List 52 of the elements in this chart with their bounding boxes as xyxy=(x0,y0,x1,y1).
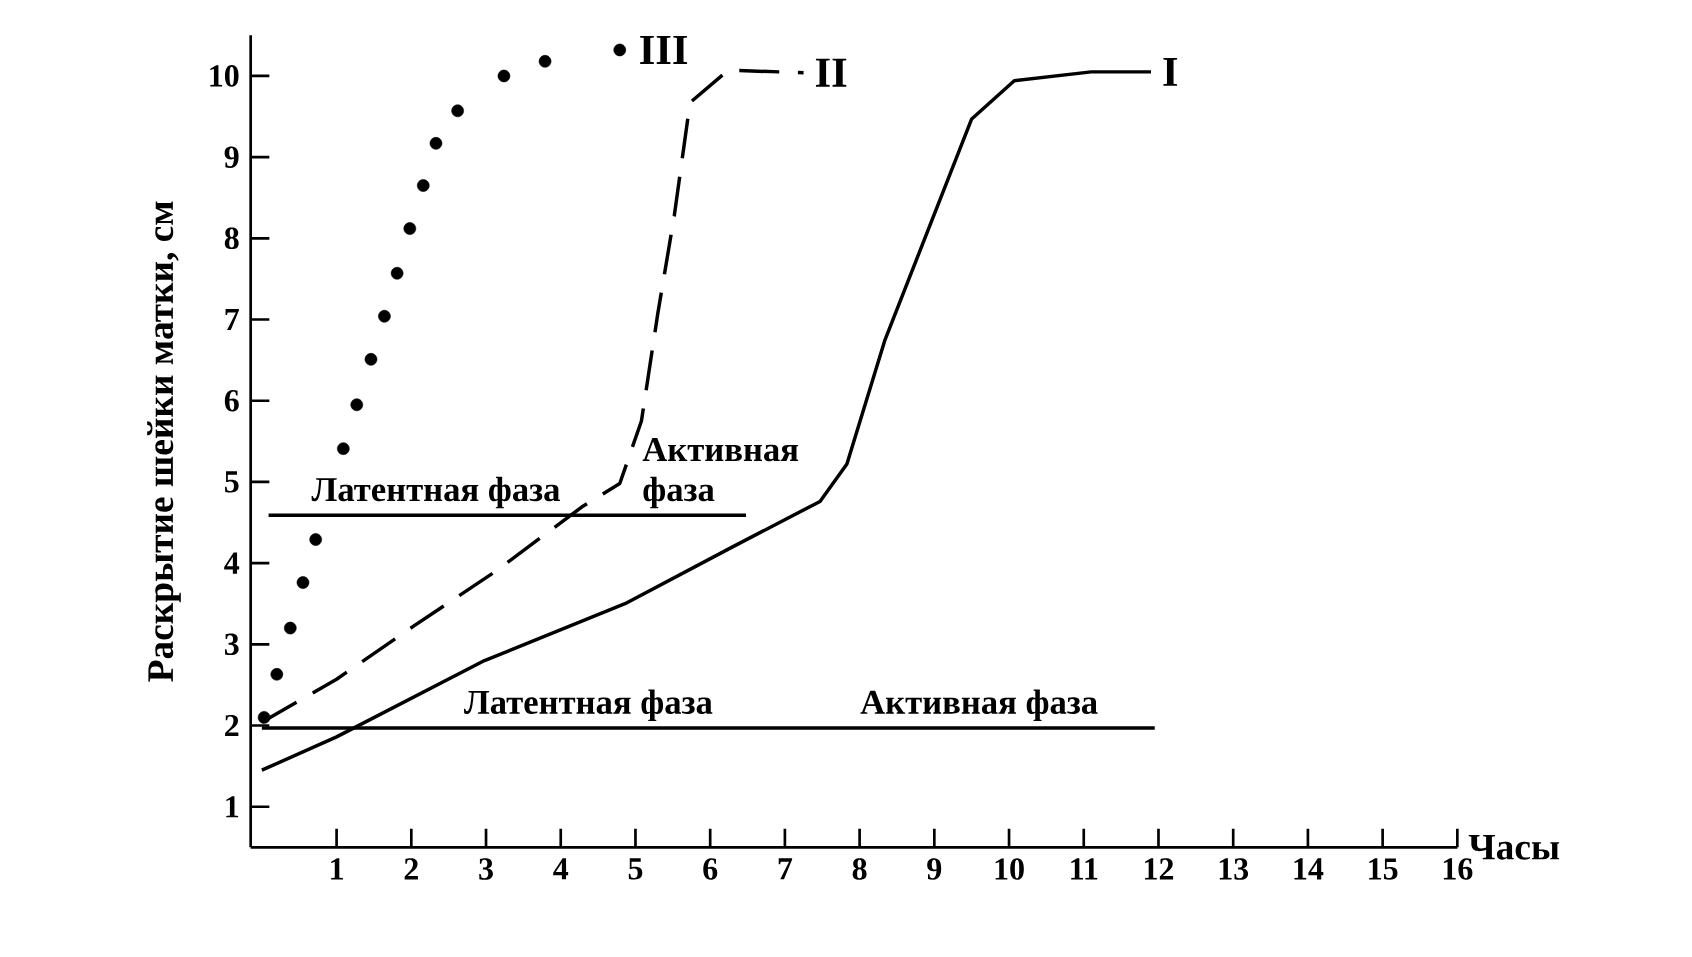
point xyxy=(284,621,297,635)
x-tick-label: 6 xyxy=(703,858,718,880)
x-tick-label: 10 xyxy=(995,858,1024,880)
y-tick-label: 8 xyxy=(224,227,239,249)
x-tick-label: 5 xyxy=(628,858,643,880)
series-label: III xyxy=(640,35,688,64)
x-tick-label: 8 xyxy=(852,858,867,880)
y-tick-label: 1 xyxy=(226,796,239,818)
x-tick-label: 3 xyxy=(479,858,493,880)
x-tick-label: 7 xyxy=(778,858,793,880)
point xyxy=(613,43,627,57)
point xyxy=(296,576,310,589)
point xyxy=(378,309,391,323)
x-tick-label: 16 xyxy=(1443,858,1473,880)
x-tick-label: 15 xyxy=(1369,858,1398,880)
x-tick-label: 11 xyxy=(1071,858,1098,880)
point xyxy=(403,222,417,235)
x-axis-title: Часы xyxy=(1468,834,1560,860)
annotation: Латентная фаза xyxy=(463,689,713,721)
y-tick-label: 6 xyxy=(224,389,239,412)
y-tick-label: 3 xyxy=(224,633,239,655)
series-label: II xyxy=(815,58,847,87)
point xyxy=(350,398,364,411)
x-tick-label: 9 xyxy=(927,858,942,880)
point xyxy=(417,179,430,192)
y-tick-label: 2 xyxy=(225,714,239,736)
annotation: Латентная фаза xyxy=(311,476,560,509)
x-tick-label: 14 xyxy=(1294,858,1324,880)
point xyxy=(309,533,322,546)
y-tick-label: 4 xyxy=(224,552,240,574)
y-tick-label: 10 xyxy=(210,64,239,87)
point xyxy=(538,54,552,68)
point xyxy=(390,266,404,280)
x-tick-label: 4 xyxy=(553,858,569,880)
y-tick-label: 5 xyxy=(225,471,239,493)
annotation: Активная фаза xyxy=(860,689,1098,721)
point xyxy=(497,69,511,83)
point xyxy=(270,667,284,681)
x-tick-label: 13 xyxy=(1219,858,1249,880)
point xyxy=(337,442,350,455)
point xyxy=(257,710,271,724)
point xyxy=(451,104,464,117)
series-label: I xyxy=(1163,57,1178,86)
y-tick-label: 7 xyxy=(225,308,239,330)
x-tick-label: 2 xyxy=(404,858,418,880)
point xyxy=(364,352,378,366)
annotation: Активная фаза xyxy=(642,437,799,509)
x-tick-label: 12 xyxy=(1145,858,1174,880)
x-tick-label: 1 xyxy=(331,858,343,880)
point xyxy=(429,136,443,150)
y-tick-label: 9 xyxy=(224,146,239,168)
y-axis-title: Раскрытие шейки матки, см xyxy=(147,201,181,682)
